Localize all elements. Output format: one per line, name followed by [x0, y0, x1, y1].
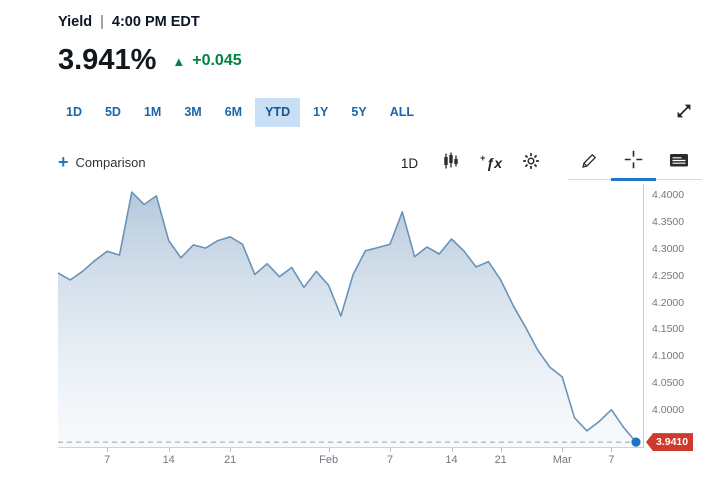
pencil-glyph	[582, 153, 597, 168]
x-axis-tickmark	[168, 448, 170, 452]
y-axis-label: 4.1500	[652, 323, 685, 336]
x-axis-tickmark	[500, 448, 502, 452]
y-axis-label: 4.1000	[652, 350, 685, 363]
range-tab-3m[interactable]: 3M	[174, 98, 211, 127]
y-axis-label: 4.3000	[652, 242, 685, 255]
x-axis-label: 21	[224, 454, 237, 466]
x-axis-tickmark	[451, 448, 453, 452]
crosshair-glyph	[624, 150, 643, 169]
expand-arrows-glyph	[677, 104, 691, 118]
range-tab-ytd[interactable]: YTD	[255, 98, 301, 127]
instrument-title: Yield	[58, 14, 93, 30]
range-tabs: 1D 5D 1M 3M 6M YTD 1Y 5Y ALL	[56, 98, 424, 127]
range-tab-1y[interactable]: 1Y	[303, 98, 338, 127]
news-glyph	[670, 153, 688, 166]
x-axis-label: 14	[162, 454, 175, 466]
chart-area: 3.9410 4.4000 4.3500 4.3000 4.2500 4.2000 4.1…	[57, 184, 718, 452]
news-icon[interactable]	[656, 144, 702, 179]
x-axis-tickmark	[328, 448, 330, 452]
fx-glyph: +ƒx	[480, 153, 502, 171]
crosshair-icon[interactable]	[611, 144, 656, 181]
plus-icon: +	[58, 152, 69, 173]
x-axis-tickmark	[230, 448, 232, 452]
x-axis-label: 7	[386, 454, 394, 466]
draw-tool-group	[568, 144, 702, 181]
range-tab-1d[interactable]: 1D	[56, 98, 92, 127]
price-chart[interactable]	[57, 184, 644, 448]
candlestick-icon[interactable]	[432, 146, 470, 180]
chart-header: Yield | 4:00 PM EDT	[0, 0, 718, 30]
quote-timestamp: 4:00 PM EDT	[111, 14, 200, 30]
x-axis-tickmark	[107, 448, 109, 452]
y-axis-label: 4.2000	[652, 296, 685, 309]
range-tab-5y[interactable]: 5Y	[341, 98, 376, 127]
x-axis-label: 21	[494, 454, 507, 466]
range-tab-6m[interactable]: 6M	[215, 98, 252, 127]
last-price-value: 3.941%	[58, 44, 157, 76]
chart-canvas	[57, 191, 644, 448]
quote-row: 3.941% ▲ +0.045	[58, 44, 718, 77]
y-axis-label: 4.4000	[652, 188, 685, 201]
gear-glyph	[523, 153, 539, 169]
last-price-badge: 3.9410	[646, 433, 694, 452]
y-axis: 3.9410 4.4000 4.3500 4.3000 4.2500 4.2000 4.1…	[644, 184, 718, 452]
x-axis-label: 7	[608, 454, 615, 466]
price-change: +0.045	[192, 51, 242, 69]
interval-select[interactable]: 1D	[391, 151, 432, 181]
candlestick-glyph	[444, 152, 458, 169]
range-tab-5d[interactable]: 5D	[95, 98, 131, 127]
y-axis-label: 4.0500	[652, 377, 685, 390]
settings-gear-icon[interactable]	[512, 146, 550, 180]
x-axis-tickmark	[562, 448, 564, 452]
y-axis-label: 4.2500	[652, 269, 685, 282]
range-tab-all[interactable]: ALL	[380, 98, 424, 127]
header-separator: |	[100, 14, 104, 30]
x-axis-label: 7	[104, 454, 111, 466]
x-axis-label: 14	[445, 454, 458, 466]
x-axis-tickmark	[611, 448, 613, 452]
expand-icon[interactable]	[670, 97, 698, 128]
tool-buttons: 1D +ƒx	[391, 144, 702, 181]
comparison-label: Comparison	[75, 155, 146, 170]
y-axis-label: 4.0000	[652, 404, 685, 417]
chart-toolbar: + Comparison 1D +ƒx	[58, 144, 702, 181]
add-comparison-button[interactable]: + Comparison	[58, 152, 146, 180]
x-axis-label: Feb	[319, 454, 339, 466]
up-triangle-icon: ▲	[172, 54, 186, 69]
x-axis: 7 14 21 Feb 7 14 21 Mar 7	[58, 448, 644, 472]
range-row: 1D 5D 1M 3M 6M YTD 1Y 5Y ALL	[56, 97, 704, 128]
range-tab-1m[interactable]: 1M	[134, 98, 171, 127]
x-axis-label: Mar	[552, 454, 572, 466]
x-axis-tickmark	[390, 448, 391, 452]
draw-icon[interactable]	[568, 144, 611, 179]
function-icon[interactable]: +ƒx	[470, 150, 512, 180]
y-axis-label: 4.3500	[652, 215, 685, 228]
